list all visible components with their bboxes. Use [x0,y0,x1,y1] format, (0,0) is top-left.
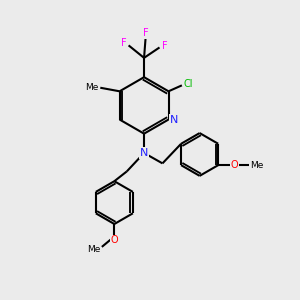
Text: N: N [170,115,178,124]
Text: O: O [110,236,118,245]
Text: Me: Me [85,82,99,91]
Text: F: F [162,41,168,51]
Text: N: N [140,148,148,158]
Text: F: F [143,28,149,38]
Text: Me: Me [250,161,263,170]
Text: F: F [121,38,127,48]
Text: O: O [230,160,238,170]
Text: Me: Me [87,245,100,254]
Text: Cl: Cl [184,80,193,89]
